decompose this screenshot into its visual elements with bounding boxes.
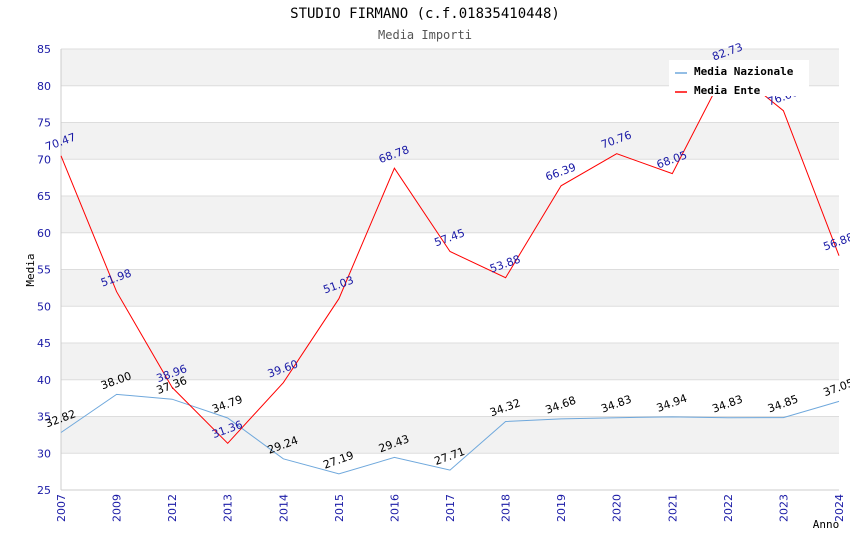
x-tick-label: 2015	[333, 494, 346, 522]
grid-band	[61, 416, 839, 454]
y-tick-label: 80	[37, 80, 51, 93]
y-tick-label: 45	[37, 337, 51, 350]
data-label: 56.88	[822, 231, 850, 254]
x-tick-label: 2016	[388, 494, 401, 522]
y-tick-label: 35	[37, 411, 51, 424]
x-tick-label: 2013	[222, 494, 235, 522]
x-tick-label: 2020	[611, 494, 624, 522]
x-axis-ticks: 2007 2009 2012 2013 2014 2015 2016 2017 2018 2019…	[55, 494, 846, 522]
x-tick-label: 2022	[722, 494, 735, 522]
grid-band	[61, 343, 839, 380]
y-tick-label: 50	[37, 300, 51, 313]
y-tick-label: 55	[37, 264, 51, 277]
data-label: 34.79	[210, 393, 244, 416]
legend-box	[669, 60, 809, 96]
legend-label-nazionale: Media Nazionale	[694, 65, 794, 78]
data-label: 34.32	[488, 396, 522, 419]
y-tick-label: 25	[37, 484, 51, 497]
x-tick-label: 2023	[777, 494, 790, 522]
x-tick-label: 2024	[833, 494, 846, 522]
grid-band	[61, 122, 839, 160]
legend: Media Nazionale Media Ente	[669, 60, 809, 97]
data-label: 34.83	[599, 393, 633, 416]
y-tick-label: 30	[37, 447, 51, 460]
legend-label-ente: Media Ente	[694, 84, 761, 97]
grid-band	[61, 196, 839, 233]
data-label: 34.68	[544, 394, 578, 417]
data-label: 34.83	[710, 393, 744, 416]
grid-band	[61, 269, 839, 307]
y-tick-label: 65	[37, 190, 51, 203]
x-tick-label: 2021	[666, 494, 679, 522]
y-tick-label: 60	[37, 227, 51, 240]
x-tick-label: 2017	[444, 494, 457, 522]
y-tick-label: 75	[37, 117, 51, 130]
y-tick-label: 70	[37, 153, 51, 166]
y-tick-label: 40	[37, 374, 51, 387]
x-tick-label: 2018	[500, 494, 513, 522]
series-line-ente	[60, 64, 840, 445]
data-label: 66.39	[544, 161, 578, 184]
chart-title: STUDIO FIRMANO (c.f.01835410448)	[290, 6, 560, 22]
y-axis-ticks: 25 30 35 40 45 50 55 60 65 70 75 80 85	[37, 43, 51, 497]
chart-subtitle: Media Importi	[378, 28, 472, 42]
x-tick-label: 2014	[277, 494, 290, 522]
y-axis-label: Media	[24, 253, 37, 286]
x-tick-label: 2012	[166, 494, 179, 522]
y-tick-label: 85	[37, 43, 51, 56]
x-axis-label: Anno	[813, 518, 840, 531]
x-tick-label: 2009	[111, 494, 124, 522]
x-tick-label: 2019	[555, 494, 568, 522]
data-label: 34.85	[766, 392, 800, 415]
data-label: 34.94	[655, 392, 689, 415]
axes	[60, 49, 839, 491]
x-tick-label: 2007	[55, 494, 68, 522]
